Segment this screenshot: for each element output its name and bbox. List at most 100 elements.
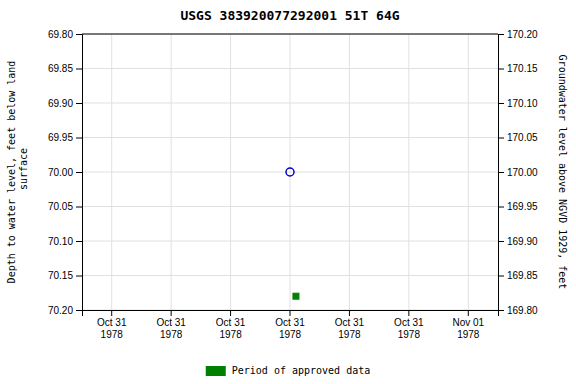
tick: 70.10 [48,236,82,247]
tick-mark [76,310,82,311]
title: USGS 383920077292001 51T 64G [180,8,399,23]
text-line: Nov 01 [452,317,484,328]
tick: Oct 311978 [394,310,424,340]
tick-label: 70.05 [48,201,73,212]
text-line: surface [18,148,29,196]
text-line: Depth to water level, feet below land [6,61,17,284]
text-line: 1978 [160,329,183,340]
tick-mark [498,241,504,242]
grid-line [111,34,112,310]
tick-label: 69.80 [48,29,73,40]
chart: Oct 311978Oct 311978Oct 311978Oct 311978… [0,0,576,384]
grid-line [290,34,291,310]
legend-item: Period of approved data [206,365,370,376]
tick: Oct 311978 [216,310,246,340]
tick-label: 69.95 [48,132,73,143]
grid-line [468,34,469,310]
tick-label: 170.05 [507,132,538,143]
tick: 170.10 [498,98,538,109]
tick: 69.90 [48,98,82,109]
tick-mark [76,172,82,173]
axis-line [76,35,83,311]
text-line: Oct 31 [394,317,424,328]
tick-label: 70.00 [48,167,73,178]
tick: 170.15 [498,63,538,74]
tick: Nov 011978 [452,310,484,340]
tick-mark [76,138,82,139]
tick: 170.20 [498,29,538,40]
grid [82,34,498,310]
tick-mark [498,207,504,208]
tick-mark [498,310,504,311]
marks [286,168,299,299]
text-line: 1978 [338,329,361,340]
axis-line [499,35,505,311]
text-line: Oct 31 [335,317,365,328]
tick-label: 69.90 [48,98,73,109]
tick-label: Oct 311978 [335,317,365,340]
tick-label: 169.95 [507,201,538,212]
tick-label: 169.80 [507,305,538,316]
text-line: 1978 [219,329,242,340]
tick-mark [498,103,504,104]
grid-line [230,34,231,310]
tick-label: 70.15 [48,270,73,281]
frame-line [82,34,498,35]
point [293,293,299,299]
tick-mark [468,310,469,316]
tick-mark [76,241,82,242]
y-axis-title: Depth to water level, feet below land su… [6,61,29,284]
tick-mark [76,69,82,70]
grid-line [82,34,498,35]
tick-label: 69.85 [48,63,73,74]
tick-mark [498,69,504,70]
series [286,168,294,176]
tick-label: 70.10 [48,236,73,247]
tick-mark [76,207,82,208]
tick-mark [171,310,172,316]
text-line: Oct 31 [97,317,127,328]
series [293,293,299,299]
tick-mark [76,103,82,104]
tick-label: Oct 311978 [394,317,424,340]
tick: Oct 311978 [97,310,127,340]
tick: 69.80 [48,29,82,40]
tick-label: Nov 011978 [452,317,484,340]
tick-label: Oct 311978 [216,317,246,340]
tick-mark [230,310,231,316]
text-line: Oct 31 [275,317,305,328]
tick-label: Oct 311978 [156,317,186,340]
tick: Oct 311978 [156,310,186,340]
tick-mark [76,34,82,35]
tick-mark [408,310,409,316]
grid-line [408,34,409,310]
point [286,168,294,176]
text-line: 1978 [101,329,124,340]
tick-mark [349,310,350,316]
tick-mark [290,310,291,316]
tick-label: 70.20 [48,305,73,316]
tick: 170.00 [498,167,538,178]
tick-label: Oct 311978 [275,317,305,340]
tick-mark [498,34,504,35]
tick: Oct 311978 [275,310,305,340]
tick-mark [111,310,112,316]
tick: Oct 311978 [335,310,365,340]
tick-label: 169.90 [507,236,538,247]
tick: 169.90 [498,236,538,247]
legend-swatch [206,366,226,376]
tick-mark [498,172,504,173]
tick-mark [498,276,504,277]
tick: 169.95 [498,201,538,212]
tick: 170.05 [498,132,538,143]
tick: 69.85 [48,63,82,74]
tick-label: 170.15 [507,63,538,74]
tick-label: 169.85 [507,270,538,281]
tick: 169.80 [498,305,538,316]
grid-line [171,34,172,310]
tick: 70.20 [48,305,82,316]
tick: 70.05 [48,201,82,212]
tick-label: 170.10 [507,98,538,109]
text-line: 1978 [398,329,421,340]
y2-axis: 170.20 170.15 170.10 170.05 170.00 169.95 169.… [498,29,538,316]
